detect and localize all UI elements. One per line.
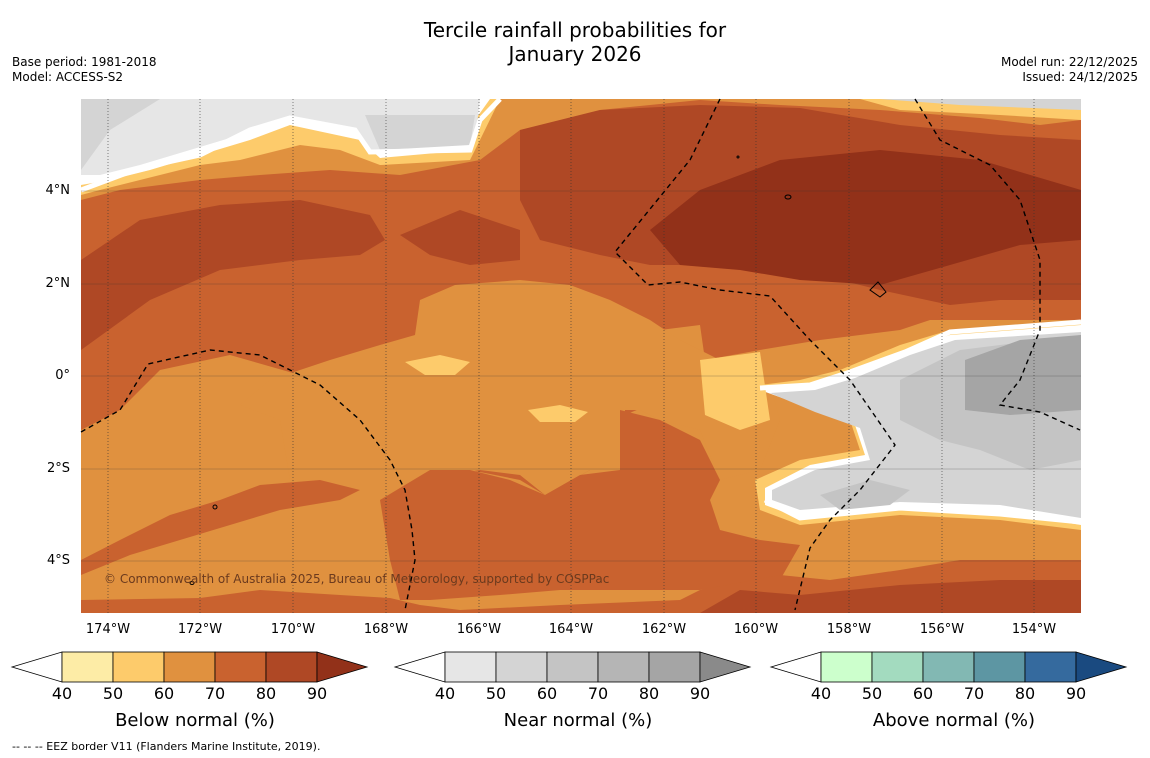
cbar-below-tick: 90	[306, 684, 328, 703]
region-70-80-south	[380, 410, 800, 600]
title-line-2: January 2026	[508, 42, 642, 66]
colorbar-near-swatches	[393, 651, 752, 683]
cbar-above-tick: 40	[810, 684, 832, 703]
colorbar-below-swatches	[10, 651, 369, 683]
cbar-above-tick: 90	[1065, 684, 1087, 703]
region-near-80-90-east	[965, 335, 1081, 415]
cbar-near-tick: 80	[638, 684, 660, 703]
lon-label-170w: 170°W	[270, 622, 316, 637]
cbar-above-tick: 60	[912, 684, 934, 703]
colorbar-swatch	[871, 651, 924, 683]
region-near-60-70-se	[820, 480, 910, 510]
colorbar-extend-high	[699, 651, 752, 683]
meta-left: Base period: 1981-2018 Model: ACCESS-S2	[12, 55, 157, 85]
model-name: Model: ACCESS-S2	[12, 70, 124, 84]
meta-right: Model run: 22/12/2025 Issued: 24/12/2025	[1001, 55, 1138, 85]
cbar-near-tick: 50	[485, 684, 507, 703]
colorbar-extend-high	[1075, 651, 1128, 683]
lat-label-2s: 2°S	[46, 461, 70, 476]
region-near-ne	[880, 99, 1081, 110]
copyright-notice: © Commonwealth of Australia 2025, Bureau…	[104, 572, 610, 586]
region-80-90-west	[81, 200, 385, 350]
title-line-1: Tercile rainfall probabilities for	[423, 18, 727, 42]
colorbar-swatch	[163, 651, 216, 683]
colorbar-swatch	[922, 651, 975, 683]
region-near-50-60-north	[365, 115, 475, 150]
lon-label-154w: 154°W	[1011, 622, 1057, 637]
colorbar-swatch	[495, 651, 548, 683]
cbar-below-tick: 60	[153, 684, 175, 703]
lon-label-156w: 156°W	[919, 622, 965, 637]
issued-date: Issued: 24/12/2025	[1022, 70, 1138, 84]
cbar-near-tick: 90	[689, 684, 711, 703]
cbar-above-tick: 80	[1014, 684, 1036, 703]
colorbar-swatch	[61, 651, 114, 683]
colorbar-below-normal: 40 50 60 70 80 90 Below normal (%)	[10, 650, 380, 740]
cbar-below-tick: 70	[204, 684, 226, 703]
islands	[189, 155, 887, 585]
model-run: Model run: 22/12/2025	[1000, 55, 1138, 69]
base-period: Base period: 1981-2018	[12, 55, 157, 69]
region-90-plus	[650, 150, 1081, 285]
lon-label-160w: 160°W	[733, 622, 779, 637]
colorbar-extend-high	[316, 651, 369, 683]
region-50-60-east-west	[700, 352, 770, 430]
colorbar-swatch	[1024, 651, 1077, 683]
contour-40-north	[81, 99, 502, 193]
cbar-below-label: Below normal (%)	[115, 710, 275, 731]
colorbar-extend-low	[769, 651, 822, 683]
colorbar-swatch	[597, 651, 650, 683]
lon-label-172w: 172°W	[177, 622, 223, 637]
region-near-50-60-nw	[81, 99, 160, 170]
lat-label-0: 0°	[55, 368, 70, 383]
page-title: Tercile rainfall probabilities for Janua…	[0, 18, 1150, 66]
colorbar-near-normal: 40 50 60 70 80 90 Near normal (%)	[393, 650, 763, 740]
cbar-above-tick: 70	[963, 684, 985, 703]
region-50-60-patch-2	[528, 405, 588, 422]
cbar-near-tick: 70	[587, 684, 609, 703]
region-80-90-southedge	[700, 580, 1081, 613]
region-60-70-central	[240, 280, 780, 500]
contour-40-east-bottom	[763, 497, 1081, 525]
region-80-90-mid	[400, 210, 520, 265]
cbar-near-tick: 60	[536, 684, 558, 703]
cbar-above-tick: 50	[861, 684, 883, 703]
lon-label-164w: 164°W	[548, 622, 594, 637]
colorbar-above-swatches	[769, 651, 1128, 683]
colorbar-extend-low	[10, 651, 63, 683]
colorbar-above-normal: 40 50 60 70 80 90 Above normal (%)	[769, 650, 1139, 740]
region-50-60-patch-1	[405, 355, 470, 375]
lon-label-168w: 168°W	[363, 622, 409, 637]
lon-label-166w: 166°W	[456, 622, 502, 637]
colorbar-swatch	[648, 651, 701, 683]
colorbar-swatch	[444, 651, 497, 683]
region-70-80-west	[81, 480, 360, 575]
contour-40-east-top	[759, 319, 1081, 391]
footnote-eez: -- -- -- EEZ border V11 (Flanders Marine…	[12, 740, 321, 753]
colorbar-swatch	[112, 651, 165, 683]
eez-borders	[80, 98, 1081, 611]
lat-lines	[81, 190, 1081, 562]
cbar-near-label: Near normal (%)	[503, 710, 653, 731]
colorbar-swatch	[546, 651, 599, 683]
lon-label-162w: 162°W	[641, 622, 687, 637]
cbar-below-tick: 80	[255, 684, 277, 703]
lon-label-158w: 158°W	[826, 622, 872, 637]
colorbar-swatch	[973, 651, 1026, 683]
cbar-below-tick: 50	[102, 684, 124, 703]
lat-label-2n: 2°N	[45, 276, 71, 291]
colorbar-swatch	[214, 651, 267, 683]
cbar-above-label: Above normal (%)	[872, 710, 1036, 731]
colorbar-swatch	[265, 651, 318, 683]
cbar-near-tick: 40	[434, 684, 456, 703]
lat-label-4s: 4°S	[46, 553, 70, 568]
cbar-below-tick: 40	[51, 684, 73, 703]
colorbar-extend-low	[393, 651, 446, 683]
lon-label-174w: 174°W	[85, 622, 131, 637]
lat-label-4n: 4°N	[45, 183, 71, 198]
colorbar-swatch	[820, 651, 873, 683]
